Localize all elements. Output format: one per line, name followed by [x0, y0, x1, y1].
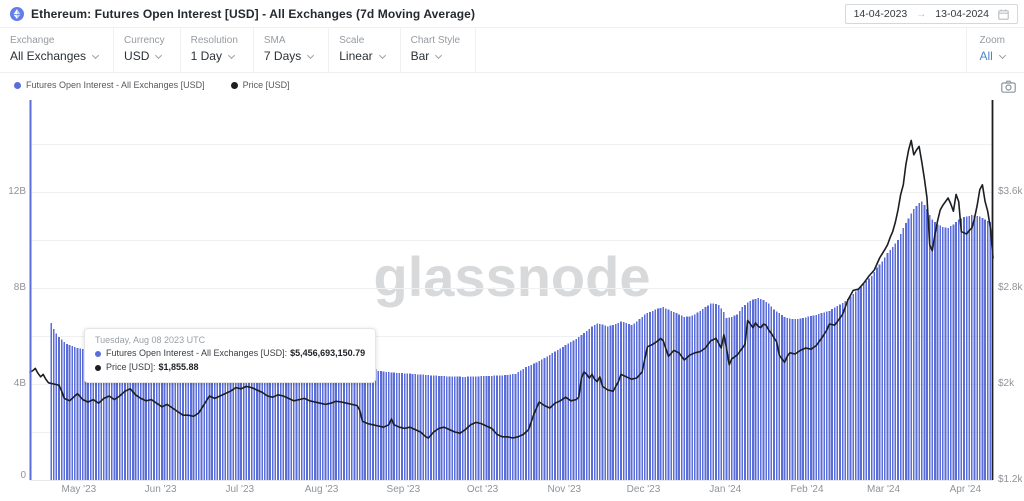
axis-tick-label: $1.2k [998, 474, 1023, 485]
axis-tick-label: $2k [998, 378, 1015, 389]
axis-tick-label: Jan '24 [709, 484, 742, 495]
chevron-down-icon [92, 51, 100, 60]
chevron-down-icon [227, 51, 236, 60]
price-series-dot [230, 81, 238, 89]
axis-tick-label: 4B [13, 378, 26, 389]
axis-tick-label: Jul '23 [225, 484, 255, 495]
toolbar-spacer [476, 28, 966, 72]
axis-tick-label: 12B [8, 186, 26, 197]
axis-tick-label: $3.6k [998, 186, 1023, 197]
axis-tick-label: Sep '23 [386, 484, 421, 495]
axis-tick-label: $2.8k [998, 282, 1023, 293]
glassnode-watermark: glassnode [373, 245, 651, 308]
axis-tick-label: 0 [20, 470, 26, 481]
chevron-down-icon [435, 51, 443, 60]
axis-tick-label: Nov '23 [547, 484, 582, 495]
oi-series-dot [14, 81, 21, 89]
price-series-dot [95, 364, 101, 371]
axis-tick-label: Aug '23 [304, 484, 339, 495]
resolution-select[interactable]: Resolution 1 Day [181, 28, 254, 72]
axis-tick-label: Mar '24 [867, 484, 901, 495]
ethereum-icon [10, 7, 24, 21]
chart-area: glassnode Futures Open Interest - All Ex… [0, 73, 1024, 501]
chart-legend: Futures Open Interest - All Exchanges [U… [14, 80, 290, 90]
scale-select[interactable]: Scale Linear [329, 28, 401, 72]
tooltip-date: Tuesday, Aug 08 2023 UTC [95, 335, 206, 345]
axis-tick-label: Jun '23 [144, 484, 177, 495]
sma-select[interactable]: SMA 7 Days [254, 28, 330, 72]
date-to-input[interactable]: 13-04-2024 [935, 8, 989, 20]
tooltip-row-open-interest: Futures Open Interest - All Exchanges [U… [95, 347, 365, 361]
currency-select[interactable]: Currency USD [114, 28, 181, 72]
legend-item-price[interactable]: Price [USD] [230, 80, 290, 90]
chart-plot[interactable] [0, 73, 1024, 501]
chart-tooltip: Tuesday, Aug 08 2023 UTC Futures Open In… [84, 328, 377, 383]
axis-tick-label: Dec '23 [626, 484, 661, 495]
chevron-down-icon [998, 51, 1006, 60]
exchange-select[interactable]: Exchange All Exchanges [0, 28, 115, 72]
axis-tick-label: Oct '23 [466, 484, 499, 495]
axis-tick-label: May '23 [61, 484, 97, 495]
chart-style-select[interactable]: Chart Style Bar [401, 28, 477, 72]
axis-tick-label: 8B [13, 282, 26, 293]
arrow-right-icon: → [916, 8, 927, 20]
axis-tick-label: Feb '24 [790, 484, 824, 495]
tooltip-row-price: Price [USD]: $1,855.88 [95, 361, 365, 375]
camera-icon[interactable] [1001, 80, 1016, 96]
zoom-select[interactable]: Zoom All [966, 28, 1024, 72]
legend-item-open-interest[interactable]: Futures Open Interest - All Exchanges [U… [14, 80, 205, 90]
date-from-input[interactable]: 14-04-2023 [853, 8, 908, 20]
chart-header: Ethereum: Futures Open Interest [USD] - … [0, 0, 1024, 28]
date-range-picker[interactable]: 14-04-2023 → 13-04-2024 [844, 4, 1018, 24]
chevron-down-icon [155, 51, 163, 60]
chart-toolbar: Exchange All Exchanges Currency USD Reso… [0, 28, 1024, 73]
oi-series-dot [95, 350, 101, 357]
zoom-value: All [979, 49, 993, 63]
chevron-down-icon [378, 51, 386, 60]
calendar-icon[interactable] [998, 8, 1009, 20]
page-title: Ethereum: Futures Open Interest [USD] - … [31, 7, 476, 21]
chevron-down-icon [307, 51, 315, 60]
axis-tick-label: Apr '24 [949, 484, 982, 495]
